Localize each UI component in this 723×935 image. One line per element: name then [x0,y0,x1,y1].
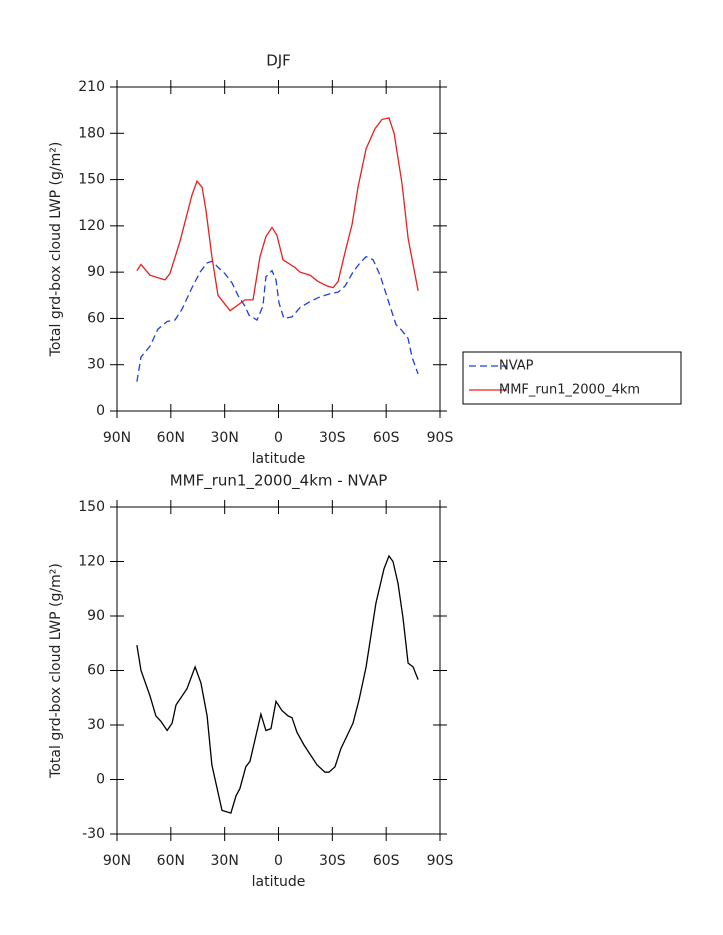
x-tick-label: 60S [373,853,400,869]
y-tick-label: 0 [96,772,105,788]
x-tick-label: 90N [103,853,131,869]
y-tick-label: 60 [87,310,105,326]
y-tick-label: 150 [78,172,105,188]
y-tick-label: 0 [96,403,105,419]
axis-box [116,86,441,412]
y-tick-label: 90 [87,608,105,624]
legend-label: NVAP [499,359,534,374]
y-tick-label: 30 [87,717,105,733]
x-axis-label: latitude [252,451,306,467]
y-tick-label: 90 [87,264,105,280]
x-tick-label: 0 [274,430,283,446]
chart-title: MMF_run1_2000_4km - NVAP [170,472,388,491]
chart-title: DJF [266,52,291,70]
x-tick-label: 60N [157,853,185,869]
x-tick-label: 30N [211,853,239,869]
y-axis-label: Total grd-box cloud LWP (g/m²) [48,563,64,779]
legend-label: MMF_run1_2000_4km [499,383,640,398]
legend-box [462,351,682,405]
x-axis-label: latitude [252,874,306,890]
data-line [136,117,419,312]
y-axis-label: Total grd-box cloud LWP (g/m²) [48,142,64,358]
x-tick-label: 30N [211,430,239,446]
x-tick-label: 0 [274,853,283,869]
data-line [136,255,419,382]
y-tick-label: -30 [82,826,105,842]
x-tick-label: 90S [427,430,454,446]
axis-box [116,506,441,835]
x-tick-label: 60N [157,430,185,446]
y-tick-label: 120 [78,218,105,234]
x-tick-label: 30S [319,853,346,869]
data-line [136,554,419,814]
y-tick-label: 180 [78,125,105,141]
x-tick-label: 90S [427,853,454,869]
x-tick-label: 30S [319,430,346,446]
x-tick-label: 90N [103,430,131,446]
y-tick-label: 120 [78,554,105,570]
y-tick-label: 150 [78,499,105,515]
y-tick-label: 210 [78,79,105,95]
y-tick-label: 60 [87,663,105,679]
x-tick-label: 60S [373,430,400,446]
y-tick-label: 30 [87,357,105,373]
